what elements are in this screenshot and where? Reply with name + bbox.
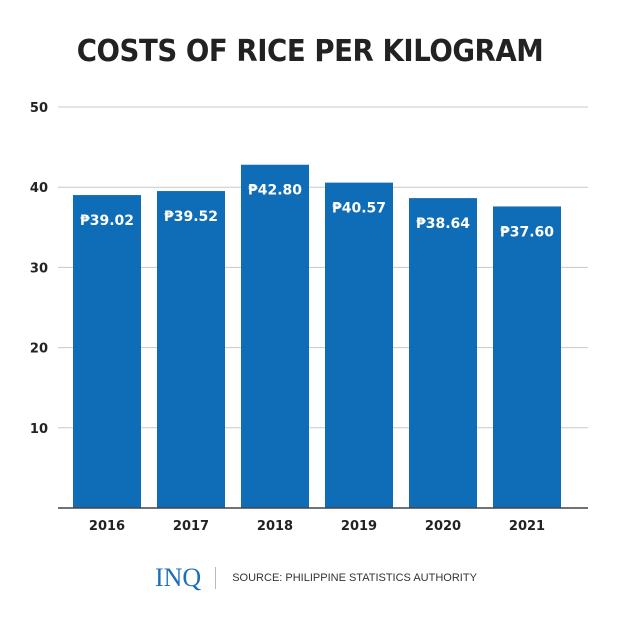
data-label: ₱40.57	[332, 201, 386, 217]
y-tick-label: 40	[30, 181, 48, 196]
y-tick-label: 10	[30, 422, 48, 437]
footer-divider	[215, 567, 217, 589]
bar-2018	[241, 164, 309, 508]
x-tick-label: 2020	[425, 519, 461, 534]
bar-2020	[409, 198, 477, 509]
chart-title: COSTS OF RICE PER KILOGRAM	[76, 34, 544, 69]
data-label: ₱39.02	[80, 213, 134, 229]
x-tick-label: 2019	[341, 519, 377, 534]
x-tick-label: 2021	[509, 519, 545, 534]
data-label: ₱38.64	[416, 216, 470, 232]
source-text: SOURCE: PHILIPPINE STATISTICS AUTHORITY	[232, 572, 477, 584]
y-tick-label: 50	[30, 101, 48, 116]
y-tick-label: 30	[30, 261, 48, 276]
x-tick-label: 2018	[257, 519, 293, 534]
bar-2016	[73, 195, 141, 508]
x-tick-label: 2017	[173, 519, 209, 534]
bar-chart: 10 20 30 40 50 ₱39.02 2016 ₱39.52 2017 ₱42.80 2018…	[30, 101, 588, 534]
bar-2019	[325, 182, 393, 508]
x-tick-label: 2016	[89, 519, 125, 534]
bar-2017	[157, 191, 225, 508]
bar-2021	[493, 206, 561, 508]
y-tick-label: 20	[30, 342, 48, 357]
data-label: ₱42.80	[248, 183, 302, 199]
data-label: ₱37.60	[500, 224, 554, 240]
data-label: ₱39.52	[164, 209, 218, 225]
footer: INQ SOURCE: PHILIPPINE STATISTICS AUTHOR…	[155, 563, 477, 593]
inq-logo: INQ	[155, 563, 202, 592]
